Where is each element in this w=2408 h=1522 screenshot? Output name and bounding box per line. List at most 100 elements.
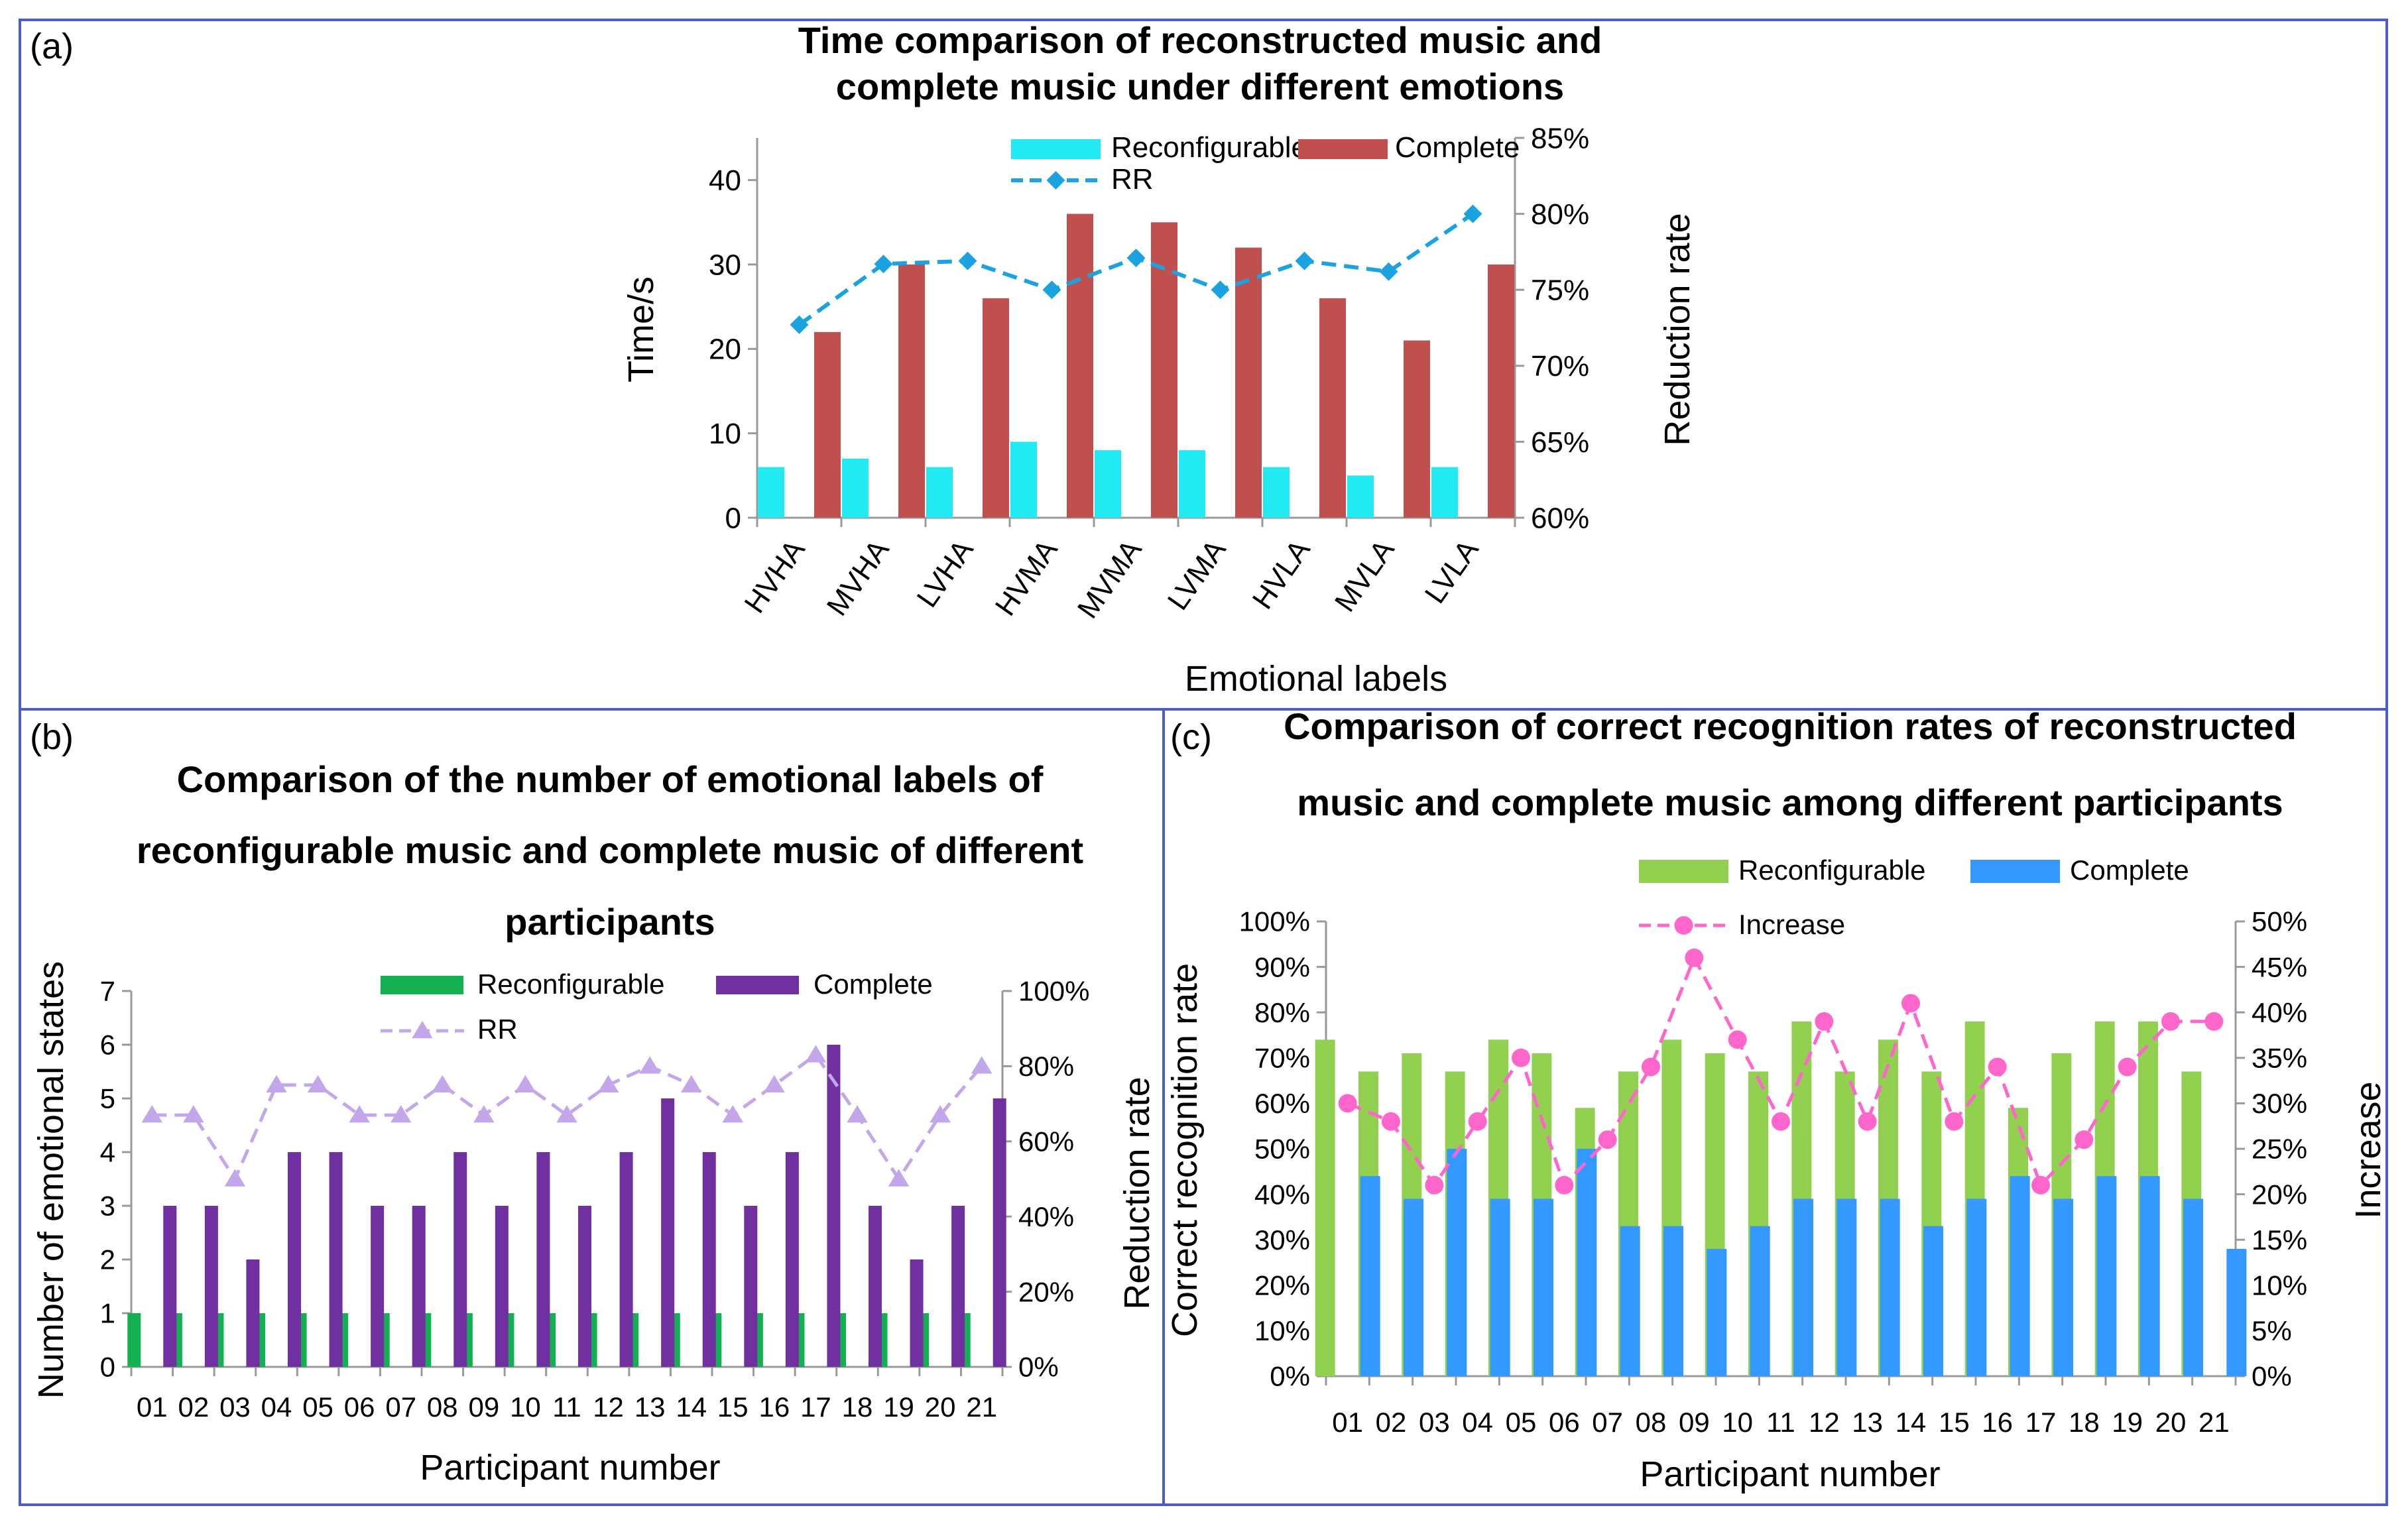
panel-c-point-increase bbox=[1598, 1130, 1617, 1149]
panel-b-point-rr bbox=[473, 1105, 495, 1123]
panel-c-x-tick-label: 21 bbox=[2198, 1407, 2230, 1438]
panel-c-y-tick-label: 80% bbox=[1254, 997, 1310, 1028]
panel-b-bar-complete bbox=[163, 1206, 177, 1367]
panel-a-y-tick-label: 30 bbox=[709, 249, 741, 281]
panel-c-x-tick-label: 12 bbox=[1809, 1407, 1840, 1438]
panel-b-bar-complete bbox=[661, 1098, 675, 1367]
panel-c-y-tick-label: 40% bbox=[1254, 1179, 1310, 1210]
panel-b-legend-swatch-reconfigurable bbox=[381, 976, 463, 994]
panel-a-point-rr bbox=[1211, 280, 1230, 300]
panel-b-point-rr bbox=[224, 1169, 246, 1187]
panel-c-point-increase bbox=[1555, 1175, 1574, 1195]
panel-c-frame bbox=[1162, 708, 2388, 1506]
panel-b-legend-label-reconfigurable: Reconfigurable bbox=[477, 968, 665, 1000]
panel-a-bar-reconfigurable bbox=[1010, 441, 1037, 518]
panel-c-y2-tick-label: 15% bbox=[2252, 1224, 2307, 1256]
panel-c-bar-complete bbox=[1750, 1226, 1770, 1376]
panel-b-bar-complete bbox=[453, 1152, 467, 1367]
panel-c-y-tick-label: 90% bbox=[1254, 951, 1310, 982]
panel-a-frame bbox=[19, 19, 2388, 711]
panel-c-bar-complete bbox=[2010, 1176, 2030, 1376]
panel-c-bar-complete bbox=[2226, 1248, 2247, 1376]
panel-b-x-tick-label: 19 bbox=[883, 1391, 914, 1423]
panel-c-x-tick-label: 08 bbox=[1636, 1407, 1667, 1438]
panel-c-legend-marker-increase bbox=[1674, 916, 1693, 935]
panel-a-legend-label-reconfigurable: Reconfigurable bbox=[1111, 131, 1307, 164]
panel-b-bar-complete bbox=[993, 1098, 1006, 1367]
panel-b-label: (b) bbox=[30, 717, 74, 757]
panel-a-point-rr bbox=[1463, 204, 1482, 223]
panel-b-bar-complete bbox=[288, 1152, 301, 1367]
panel-c-y-axis-title: Correct recognition rate bbox=[1165, 963, 1205, 1337]
panel-c-point-increase bbox=[2204, 1012, 2224, 1031]
panel-a-y-tick-label: 0 bbox=[725, 502, 741, 534]
panel-c-x-tick-label: 11 bbox=[1766, 1407, 1795, 1438]
panel-b-bar-complete bbox=[578, 1206, 591, 1367]
panel-b-point-rr bbox=[722, 1105, 744, 1123]
panel-a-y-axis-title: Time/s bbox=[621, 276, 661, 382]
panel-c-bar-complete bbox=[1966, 1199, 1987, 1376]
panel-c-x-tick-label: 19 bbox=[2112, 1407, 2143, 1438]
panel-b-point-rr bbox=[514, 1075, 536, 1092]
panel-b-point-rr bbox=[888, 1169, 910, 1187]
panel-b-bar-complete bbox=[619, 1152, 633, 1367]
panel-a-y2-tick-label: 85% bbox=[1531, 122, 1589, 154]
panel-b-x-tick-label: 11 bbox=[552, 1391, 581, 1423]
panel-b-bar-reconfigurable bbox=[127, 1313, 141, 1367]
panel-b-y-tick-label: 5 bbox=[100, 1083, 115, 1114]
panel-c-y-tick-label: 30% bbox=[1254, 1224, 1310, 1256]
panel-c-x-tick-label: 14 bbox=[1896, 1407, 1927, 1438]
panel-b-bar-complete bbox=[951, 1206, 965, 1367]
panel-b-point-rr bbox=[597, 1075, 619, 1092]
panel-b-y2-axis-title: Reduction rate bbox=[1117, 1077, 1157, 1309]
panel-b-point-rr bbox=[971, 1056, 993, 1074]
panel-c-point-increase bbox=[1468, 1112, 1487, 1131]
panel-c-bar-complete bbox=[1534, 1199, 1553, 1376]
panel-b-x-tick-label: 04 bbox=[261, 1391, 292, 1423]
panel-a-legend-swatch-reconfigurable bbox=[1011, 139, 1101, 159]
panel-c-x-tick-label: 04 bbox=[1462, 1407, 1493, 1438]
panel-c-x-tick-label: 01 bbox=[1332, 1407, 1363, 1438]
panel-c-x-tick-label: 17 bbox=[2025, 1407, 2057, 1438]
panel-b-x-tick-label: 03 bbox=[219, 1391, 251, 1423]
panel-c-bar-complete bbox=[2053, 1199, 2073, 1376]
panel-a-x-tick-label: LVHA bbox=[910, 534, 980, 613]
panel-a-legend-marker-rr bbox=[1046, 171, 1065, 190]
panel-b-y-tick-label: 6 bbox=[100, 1029, 115, 1061]
panel-b-bar-complete bbox=[827, 1045, 841, 1367]
panel-c-label: (c) bbox=[1170, 717, 1212, 757]
panel-b-x-tick-label: 17 bbox=[800, 1391, 831, 1423]
panel-c-x-axis-title: Participant number bbox=[1640, 1454, 1940, 1494]
panel-a-y-tick-label: 40 bbox=[709, 164, 741, 197]
panel-c-bar-complete bbox=[2139, 1176, 2160, 1376]
panel-c-y2-axis-title: Increase bbox=[2348, 1081, 2388, 1218]
panel-a-point-rr bbox=[790, 315, 809, 334]
panel-c-y2-tick-label: 45% bbox=[2252, 951, 2307, 982]
panel-b-bar-complete bbox=[204, 1206, 218, 1367]
panel-c-bar-reconfigurable bbox=[1315, 1039, 1335, 1376]
panel-b-bar-complete bbox=[246, 1259, 260, 1367]
panel-a-point-rr bbox=[1042, 280, 1061, 300]
panel-c-x-tick-label: 10 bbox=[1722, 1407, 1753, 1438]
panel-b-point-rr bbox=[432, 1075, 453, 1092]
panel-c-point-increase bbox=[1945, 1112, 1964, 1131]
panel-b-x-tick-label: 08 bbox=[427, 1391, 458, 1423]
panel-b-x-tick-label: 02 bbox=[178, 1391, 209, 1423]
panel-c-point-increase bbox=[1425, 1175, 1444, 1195]
panel-a-point-rr bbox=[1379, 262, 1398, 281]
panel-a-y2-tick-label: 75% bbox=[1531, 274, 1589, 307]
panel-b-x-tick-label: 05 bbox=[302, 1391, 333, 1423]
panel-a-bar-reconfigurable bbox=[758, 467, 784, 518]
panel-c-point-increase bbox=[2075, 1130, 2094, 1149]
panel-b-y-tick-label: 4 bbox=[100, 1137, 115, 1168]
panel-c-point-increase bbox=[2118, 1057, 2137, 1077]
panel-a-x-tick-label: LVMA bbox=[1162, 534, 1233, 616]
panel-b-legend-swatch-complete bbox=[716, 976, 799, 994]
panel-c-bar-complete bbox=[1404, 1199, 1423, 1376]
panel-c-y-tick-label: 50% bbox=[1254, 1134, 1310, 1165]
panel-c-x-tick-label: 20 bbox=[2155, 1407, 2187, 1438]
panel-a-x-tick-label: MVMA bbox=[1071, 534, 1148, 624]
panel-a-legend-swatch-complete bbox=[1298, 139, 1388, 159]
